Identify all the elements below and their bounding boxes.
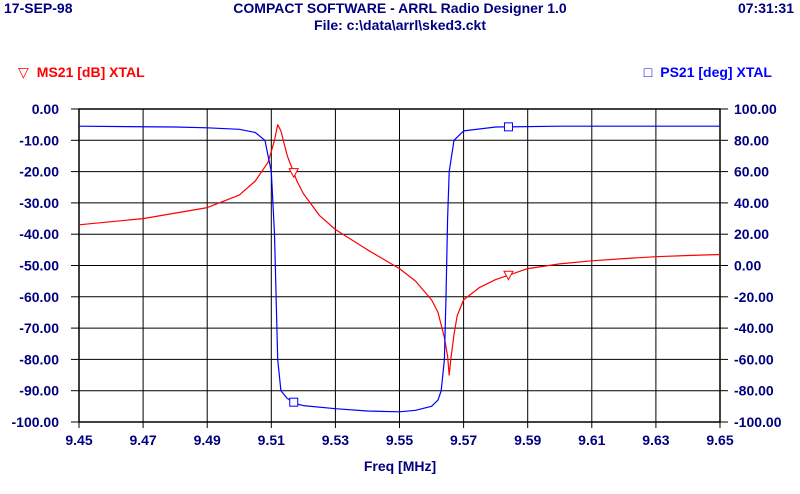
y-right-tick-label: 20.00 [734,226,769,242]
legend-ms21: ▽ MS21 [dB] XTAL [18,64,145,81]
x-tick-label: 9.49 [194,432,221,448]
ms21-series-line [78,124,721,376]
y-right-tick-label: 80.00 [734,132,769,148]
y-left-tick-label: -10.00 [19,132,59,148]
y-left-tick-label: -30.00 [19,195,59,211]
x-tick-label: 9.65 [706,432,733,448]
legend-ms21-label: MS21 [dB] XTAL [36,64,145,80]
y-left-tick-label: -50.00 [19,258,59,274]
y-right-tick-label: -20.00 [734,289,774,305]
y-left-tick-label: -20.00 [19,164,59,180]
legend-ps21: □ PS21 [deg] XTAL [644,64,772,80]
date-label: 17-SEP-98 [4,0,73,16]
y-left-tick-label: -100.00 [12,414,60,430]
ps21-marker [289,397,299,407]
x-tick-label: 9.47 [129,432,156,448]
square-marker-icon: □ [643,64,653,80]
time-label: 07:31:31 [737,0,794,16]
y-right-tick-label: 0.00 [734,258,761,274]
y-right-tick-label: 100.00 [734,101,777,117]
y-right-tick-label: -40.00 [734,320,774,336]
x-tick-label: 9.59 [514,432,541,448]
ps21-marker [503,122,513,132]
x-axis-label: Freq [MHz] [363,458,437,474]
y-right-tick-label: -100.00 [734,414,782,430]
y-right-tick-label: 40.00 [734,195,769,211]
ps21-series-line [78,125,720,413]
y-left-tick-label: 0.00 [32,101,59,117]
y-left-tick-label: -60.00 [19,289,59,305]
y-right-tick-label: -80.00 [734,383,774,399]
x-tick-label: 9.51 [258,432,285,448]
window-title: COMPACT SOFTWARE - ARRL Radio Designer 1… [233,0,567,16]
ms21-marker [288,168,300,179]
x-tick-label: 9.61 [578,432,605,448]
plot-frame [78,108,721,423]
x-tick-label: 9.63 [642,432,669,448]
y-right-tick-label: 60.00 [734,164,769,180]
y-left-tick-label: -80.00 [19,351,59,367]
y-right-tick-label: -60.00 [734,351,774,367]
x-tick-label: 9.53 [322,432,349,448]
x-tick-label: 9.45 [65,432,92,448]
y-left-tick-label: -70.00 [19,320,59,336]
triangle-marker-icon: ▽ [18,64,29,80]
ms21-marker [503,270,514,281]
y-left-tick-label: -90.00 [19,383,59,399]
y-left-tick-label: -40.00 [19,226,59,242]
x-tick-label: 9.57 [450,432,477,448]
x-tick-label: 9.55 [386,432,413,448]
legend-ps21-label: PS21 [deg] XTAL [660,64,772,80]
file-path-label: File: c:\data\arrl\sked3.ckt [314,17,486,33]
